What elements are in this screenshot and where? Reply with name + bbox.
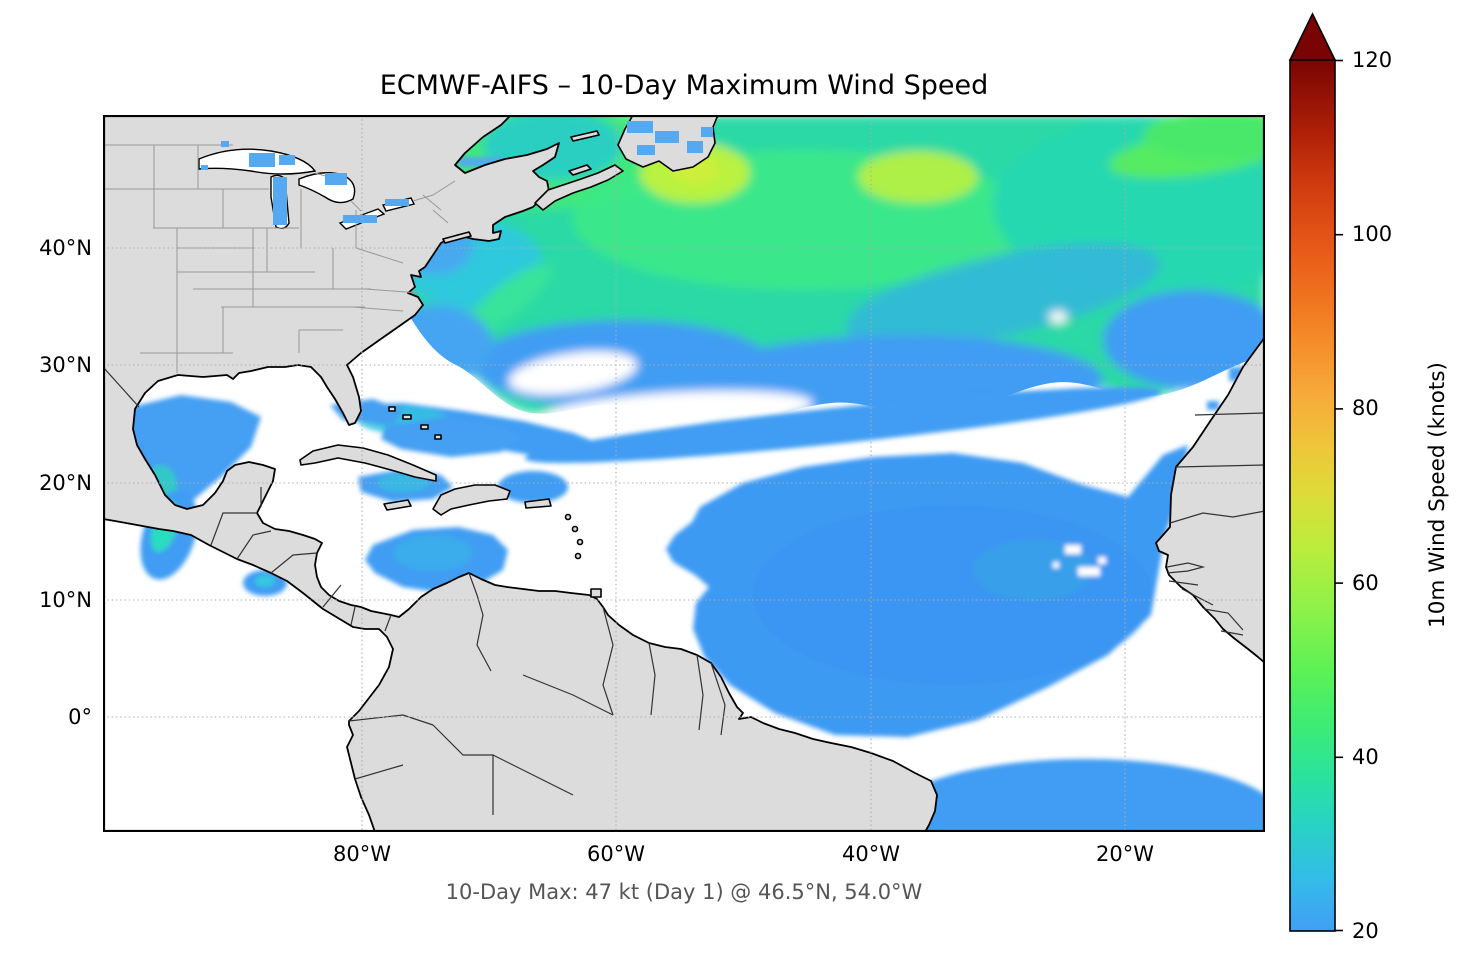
coastline-americas <box>103 115 938 832</box>
wind-south-atlantic <box>890 759 1265 832</box>
state-borders <box>103 144 456 373</box>
lat-tick-30n: 30°N <box>39 353 92 377</box>
island-cuba <box>299 444 437 482</box>
cb-tick-100: 100 <box>1352 222 1393 246</box>
map-border <box>103 115 1265 832</box>
colorbar-max-arrow <box>1288 12 1337 61</box>
coastline-africa <box>1155 336 1265 664</box>
island-hispaniola <box>432 484 511 516</box>
lat-tick-40n: 40°N <box>39 236 92 260</box>
colorbar <box>1288 12 1343 932</box>
wind-band-subtropic <box>524 387 1162 463</box>
graticule <box>103 115 1265 832</box>
page-title: ECMWF-AIFS – 10-Day Maximum Wind Speed <box>379 70 989 101</box>
colorbar-gradient <box>1289 59 1336 932</box>
lon-tick-20w: 20°W <box>1096 842 1154 866</box>
country-borders <box>103 366 1265 815</box>
cb-tick-40: 40 <box>1352 745 1379 769</box>
cb-tick-80: 80 <box>1352 396 1379 420</box>
wind-field-tropics <box>124 157 1265 832</box>
lat-tick-10n: 10°N <box>39 588 92 612</box>
cb-tick-20: 20 <box>1352 919 1379 943</box>
lake-wind-pixels <box>201 121 713 225</box>
island-nova-scotia <box>534 164 624 211</box>
colorbar-axis-label: 10m Wind Speed (knots) <box>1425 362 1450 628</box>
colorbar-ticks <box>1335 59 1343 932</box>
lat-tick-20n: 20°N <box>39 471 92 495</box>
wind-map <box>103 115 1265 832</box>
wind-gulf-east <box>381 417 523 457</box>
land-layer <box>103 115 1265 832</box>
lat-tick-0: 0° <box>68 705 92 729</box>
max-annotation: 10-Day Max: 47 kt (Day 1) @ 46.5°N, 54.0… <box>445 880 923 904</box>
lon-tick-40w: 40°W <box>842 842 900 866</box>
cb-tick-60: 60 <box>1352 571 1379 595</box>
lon-tick-80w: 80°W <box>333 842 391 866</box>
lon-tick-60w: 60°W <box>587 842 645 866</box>
cb-tick-120: 120 <box>1352 48 1393 72</box>
map-axes <box>103 115 1265 832</box>
